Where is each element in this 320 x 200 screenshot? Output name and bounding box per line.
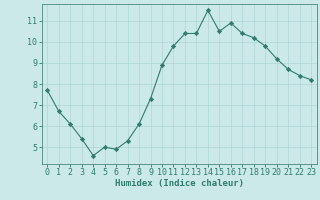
X-axis label: Humidex (Indice chaleur): Humidex (Indice chaleur): [115, 179, 244, 188]
